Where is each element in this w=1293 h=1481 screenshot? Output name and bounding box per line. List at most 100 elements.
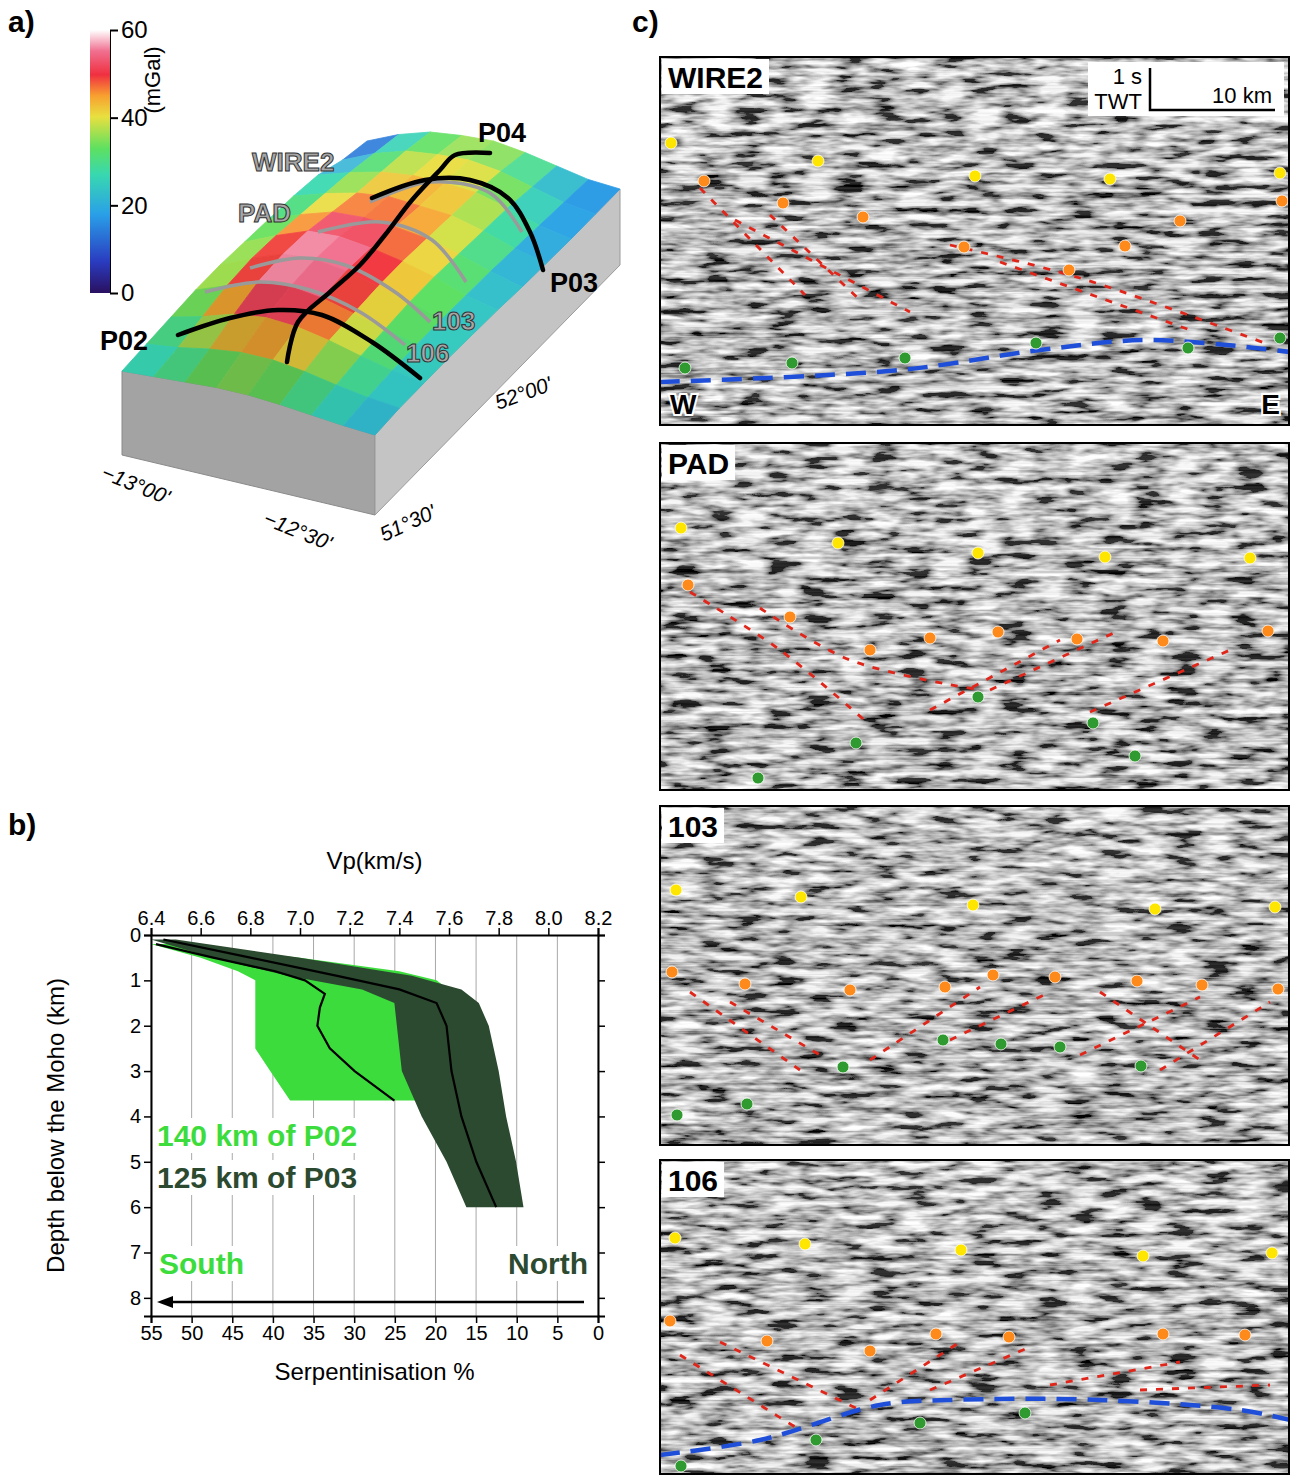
horizon-pick (844, 984, 856, 996)
seismic-basement (660, 600, 1289, 790)
tick: 6.6 (187, 907, 215, 935)
tick-mark (110, 293, 118, 295)
tick: 0 (110, 279, 134, 306)
horizon-pick (777, 197, 789, 209)
seismic-basement (660, 196, 1289, 425)
tick (598, 935, 605, 936)
panel-frame (660, 443, 1289, 790)
tick-label: 20 (425, 1322, 447, 1344)
tick-label: 6.8 (237, 907, 265, 929)
horizon-pick (1019, 1407, 1031, 1419)
horizon-pick (937, 1034, 949, 1046)
tick-mark (598, 1207, 605, 1209)
horizon-pick (1030, 337, 1042, 349)
arrow (169, 1301, 584, 1304)
fault (1160, 1002, 1270, 1070)
panel-letter: b) (8, 808, 36, 841)
fault (950, 992, 1050, 1040)
tick: 3 (130, 1060, 151, 1082)
tick: 4 (130, 1105, 151, 1127)
moho (660, 1399, 1289, 1455)
tick: 60 (110, 16, 148, 43)
axis-title: Serpentinisation % (274, 1358, 474, 1385)
seismic-basement (660, 1336, 1289, 1474)
refraction-line (287, 153, 490, 362)
horizon-pick (972, 691, 984, 703)
axis-line (599, 936, 606, 1317)
horizon-pick (739, 978, 751, 990)
horizon-pick (1049, 971, 1061, 983)
tick: 35 (303, 1316, 325, 1344)
horizon-pick (1274, 332, 1286, 344)
fault (690, 992, 800, 1070)
fault (990, 630, 1120, 690)
mean-line (156, 944, 394, 1100)
horizon-pick (1196, 979, 1208, 991)
seismic-water (660, 806, 1289, 902)
horizon-pick (682, 579, 694, 591)
label-patch (156, 1246, 247, 1281)
tick (598, 1026, 605, 1027)
horizon-pick (1087, 717, 1099, 729)
horizon-pick (837, 1061, 849, 1073)
tick-label: 7.0 (287, 907, 315, 929)
arrow-head (157, 1296, 173, 1308)
panel-frame (660, 57, 1289, 425)
tick-mark (498, 928, 500, 935)
horizon-pick (664, 1315, 676, 1327)
tick-label: 7.8 (485, 907, 513, 929)
tick-mark (144, 1025, 151, 1027)
tick-mark (598, 1298, 605, 1300)
horizon-pick (1262, 625, 1274, 637)
horizon-pick (924, 632, 936, 644)
panel-a: WIRE2PAD103106P02P03P04−13°00'−12°30'51°… (90, 16, 620, 555)
tick-label: 5 (130, 1151, 141, 1173)
tick: 6.4 (138, 907, 166, 935)
horizon-pick (1274, 167, 1286, 179)
tick: 20 (425, 1316, 447, 1344)
tick: 7.4 (386, 907, 414, 935)
horizon-pick (832, 537, 844, 549)
panel-title: PAD (668, 447, 729, 480)
horizon-pick (1063, 264, 1075, 276)
horizon-pick (1131, 975, 1143, 987)
horizon-pick (899, 352, 911, 364)
horizon-pick (1104, 173, 1116, 185)
horizon-pick (799, 1238, 811, 1250)
tick: 6 (130, 1196, 151, 1218)
horizon-pick (786, 357, 798, 369)
horizon-pick (1003, 1331, 1015, 1343)
tick-label: 0 (593, 1322, 604, 1344)
tick: 1 (130, 969, 151, 991)
tick-mark (144, 1298, 151, 1300)
horizon-pick (1119, 240, 1131, 252)
tick (598, 1071, 605, 1072)
horizon-pick (1054, 1041, 1066, 1053)
panel-title: 103 (668, 810, 718, 843)
colorbar (90, 30, 110, 293)
tick (598, 1116, 605, 1117)
tick: 8 (130, 1287, 151, 1309)
tick-label: 35 (303, 1322, 325, 1344)
title-box (662, 808, 724, 843)
tick-label: 6 (130, 1196, 141, 1218)
seismic-basement (660, 987, 1289, 1145)
tick-label: 3 (130, 1060, 141, 1082)
tick-label: 40 (262, 1322, 284, 1344)
panel-b: 6.46.66.87.07.27.47.67.88.08.25550454035… (42, 847, 612, 1385)
label-patch (154, 1160, 360, 1195)
seismic-line (250, 258, 430, 322)
horizon-pick (675, 522, 687, 534)
horizon-pick (1269, 901, 1281, 913)
tick: 15 (465, 1316, 487, 1344)
tick: 7.8 (485, 907, 513, 935)
tick: 2 (130, 1015, 151, 1037)
fault (930, 1347, 1030, 1390)
series-label: 125 km of P03 (157, 1161, 357, 1194)
horizon-pick (1071, 633, 1083, 645)
horizon-pick (1137, 1250, 1149, 1262)
fault (1090, 650, 1230, 712)
tick: 8.2 (585, 907, 613, 935)
tick-mark (300, 928, 302, 935)
tick-label: 50 (181, 1322, 203, 1344)
